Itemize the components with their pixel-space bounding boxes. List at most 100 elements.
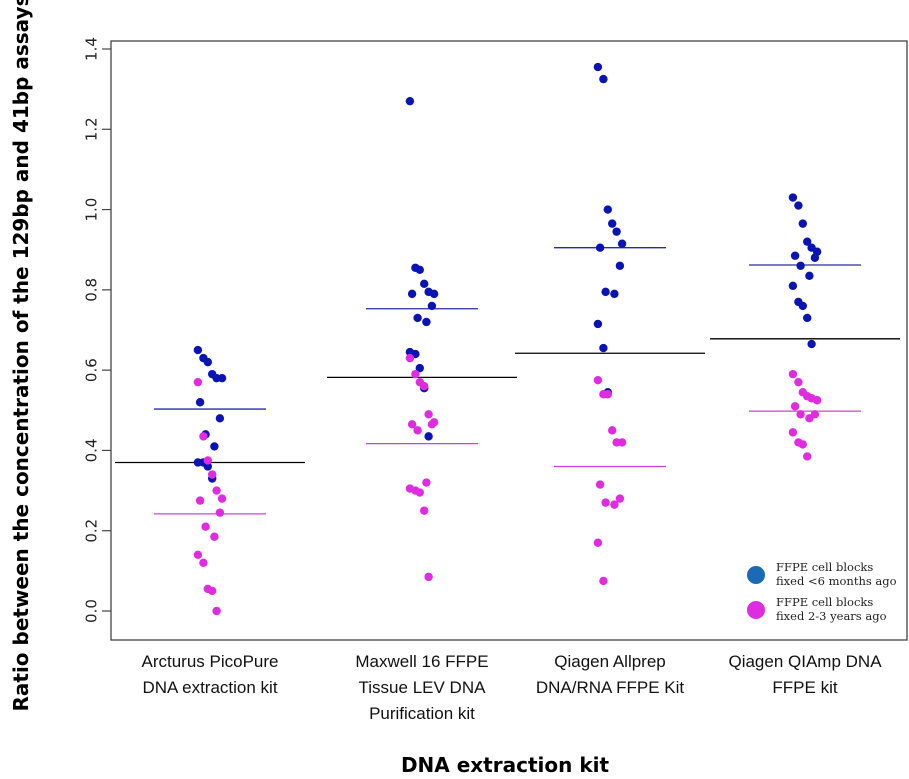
- point-recent: [610, 289, 619, 299]
- y-tick-label: 0.6: [83, 358, 101, 382]
- point-old: [422, 478, 431, 487]
- point-old: [803, 452, 812, 461]
- point-old: [420, 382, 429, 391]
- point-old: [201, 522, 210, 531]
- point-recent: [803, 237, 812, 246]
- point-old: [812, 396, 822, 405]
- point-old: [210, 532, 219, 541]
- point-old: [796, 410, 805, 419]
- point-recent: [798, 301, 807, 311]
- x-category-label: Tissue LEV DNA: [359, 678, 487, 697]
- point-recent: [427, 301, 437, 311]
- x-category-label: DNA/RNA FFPE Kit: [536, 678, 685, 697]
- legend-marker-recent: [747, 566, 765, 584]
- point-old: [601, 498, 610, 507]
- point-recent: [615, 261, 625, 270]
- point-recent: [599, 74, 608, 84]
- point-recent: [807, 339, 816, 349]
- legend-label: fixed <6 months ago: [776, 574, 897, 588]
- y-axis-title: Ratio between the concentration of the 1…: [9, 0, 33, 712]
- point-recent: [803, 313, 812, 323]
- point-old: [794, 377, 803, 387]
- y-axis: 0.0 0.2 0.4 0.6 0.8 1.0 1.2 1.4: [83, 37, 111, 623]
- point-old: [610, 500, 619, 509]
- data-points: [193, 62, 822, 616]
- x-axis-title: DNA extraction kit: [401, 753, 610, 777]
- point-recent: [422, 317, 431, 327]
- point-old: [208, 586, 217, 596]
- point-recent: [203, 462, 212, 471]
- point-old: [199, 432, 208, 441]
- point-old: [415, 488, 424, 497]
- point-old: [788, 369, 798, 379]
- point-old: [212, 486, 221, 495]
- point-old: [617, 438, 627, 447]
- point-recent: [603, 205, 612, 214]
- plot-area-frame: [110, 40, 908, 641]
- point-recent: [210, 442, 219, 451]
- point-old: [424, 572, 433, 582]
- point-old: [420, 506, 429, 515]
- point-recent: [790, 251, 800, 260]
- point-recent: [593, 62, 603, 72]
- point-recent: [788, 281, 798, 291]
- point-recent: [617, 239, 627, 248]
- x-category-label: Qiagen Allprep: [554, 652, 666, 671]
- point-old: [790, 402, 800, 411]
- point-recent: [405, 96, 415, 106]
- point-old: [615, 494, 625, 503]
- point-old: [407, 420, 417, 429]
- point-recent: [195, 398, 205, 407]
- point-old: [212, 606, 221, 616]
- point-old: [413, 426, 422, 435]
- y-tick-label: 1.2: [83, 117, 101, 141]
- x-category-label: Arcturus PicoPure: [142, 652, 279, 671]
- point-old: [603, 390, 612, 399]
- point-recent: [193, 345, 203, 355]
- point-recent: [203, 357, 212, 367]
- x-category-labels: Arcturus PicoPure DNA extraction kit Maxwe…: [142, 652, 883, 723]
- y-tick-label: 1.0: [83, 198, 101, 222]
- point-old: [405, 353, 415, 363]
- point-old: [599, 576, 608, 586]
- point-old: [593, 375, 603, 385]
- point-recent: [215, 414, 225, 423]
- point-old: [193, 377, 203, 387]
- point-recent: [788, 193, 798, 202]
- point-recent: [798, 219, 807, 228]
- point-old: [798, 440, 807, 449]
- point-recent: [415, 265, 424, 274]
- point-old: [593, 538, 603, 547]
- legend-marker-old: [747, 601, 765, 619]
- point-recent: [415, 363, 424, 373]
- point-old: [215, 508, 225, 517]
- y-tick-label: 0.2: [83, 519, 101, 543]
- point-recent: [612, 227, 621, 236]
- point-old: [427, 420, 437, 429]
- point-old: [608, 426, 617, 435]
- x-category-label: Purification kit: [369, 704, 475, 723]
- x-category-label: DNA extraction kit: [142, 678, 277, 697]
- legend-label: fixed 2-3 years ago: [776, 609, 887, 623]
- x-category-label: FFPE kit: [772, 678, 837, 697]
- mean-lines: [115, 247, 900, 515]
- point-recent: [796, 261, 805, 270]
- x-category-label: Qiagen QIAmp DNA: [728, 652, 882, 671]
- point-recent: [599, 343, 608, 353]
- point-old: [203, 456, 212, 465]
- point-recent: [429, 289, 439, 299]
- point-recent: [601, 287, 610, 297]
- point-recent: [593, 319, 603, 329]
- point-recent: [805, 271, 814, 281]
- point-old: [217, 494, 227, 503]
- point-old: [411, 369, 420, 379]
- point-old: [805, 414, 814, 423]
- legend-label: FFPE cell blocks: [776, 595, 873, 609]
- y-tick-label: 1.4: [83, 37, 101, 61]
- y-tick-label: 0.8: [83, 278, 101, 302]
- point-recent: [794, 201, 803, 210]
- point-recent: [424, 432, 433, 441]
- point-old: [208, 470, 217, 479]
